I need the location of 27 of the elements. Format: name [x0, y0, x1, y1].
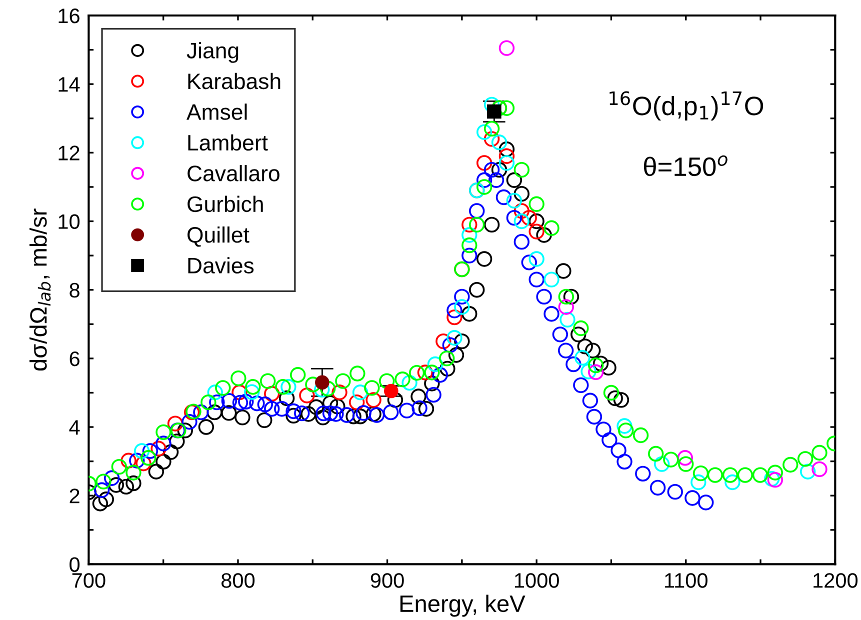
y-tick-label: 10 [58, 214, 80, 230]
y-tick-label: 0 [70, 557, 80, 572]
legend-label: Gurbich [188, 196, 263, 212]
y-tick-label: 12 [58, 146, 80, 160]
x-tick-label: 900 [370, 573, 404, 588]
x-tick-label: 700 [72, 573, 106, 588]
legend-label: Davies [188, 257, 254, 274]
legend-label: Karabash [188, 72, 280, 90]
x-tick-label: 1100 [665, 573, 708, 588]
y-axis-title: dσ/dΩ$_{lab}$, mb/sr [29, 208, 51, 371]
y-tick-label: 8 [70, 282, 80, 298]
x-tick-label: 800 [222, 573, 255, 588]
y-tick-label: 6 [70, 351, 80, 366]
x-tick-label: 1000 [514, 573, 559, 588]
y-tick-label: 4 [69, 420, 80, 435]
annotation: θ=150$^{o}$ [644, 155, 728, 176]
legend-label: Jiang [186, 42, 238, 63]
y-tick-label: 2 [70, 488, 80, 504]
x-tick-label: 1200 [814, 573, 858, 588]
legend-label: Quillet [188, 226, 250, 247]
annotation: $^{16}$O(d,p$_{1}$)$^{17}$O [610, 91, 764, 121]
legend-label: Lambert [188, 134, 268, 151]
legend-label: Amsel [186, 104, 247, 120]
y-tick-label: 16 [58, 8, 80, 24]
x-axis-title: Energy, keV [400, 594, 526, 617]
y-tick-label: 14 [58, 77, 80, 92]
legend-label: Cavallaro [188, 165, 280, 182]
